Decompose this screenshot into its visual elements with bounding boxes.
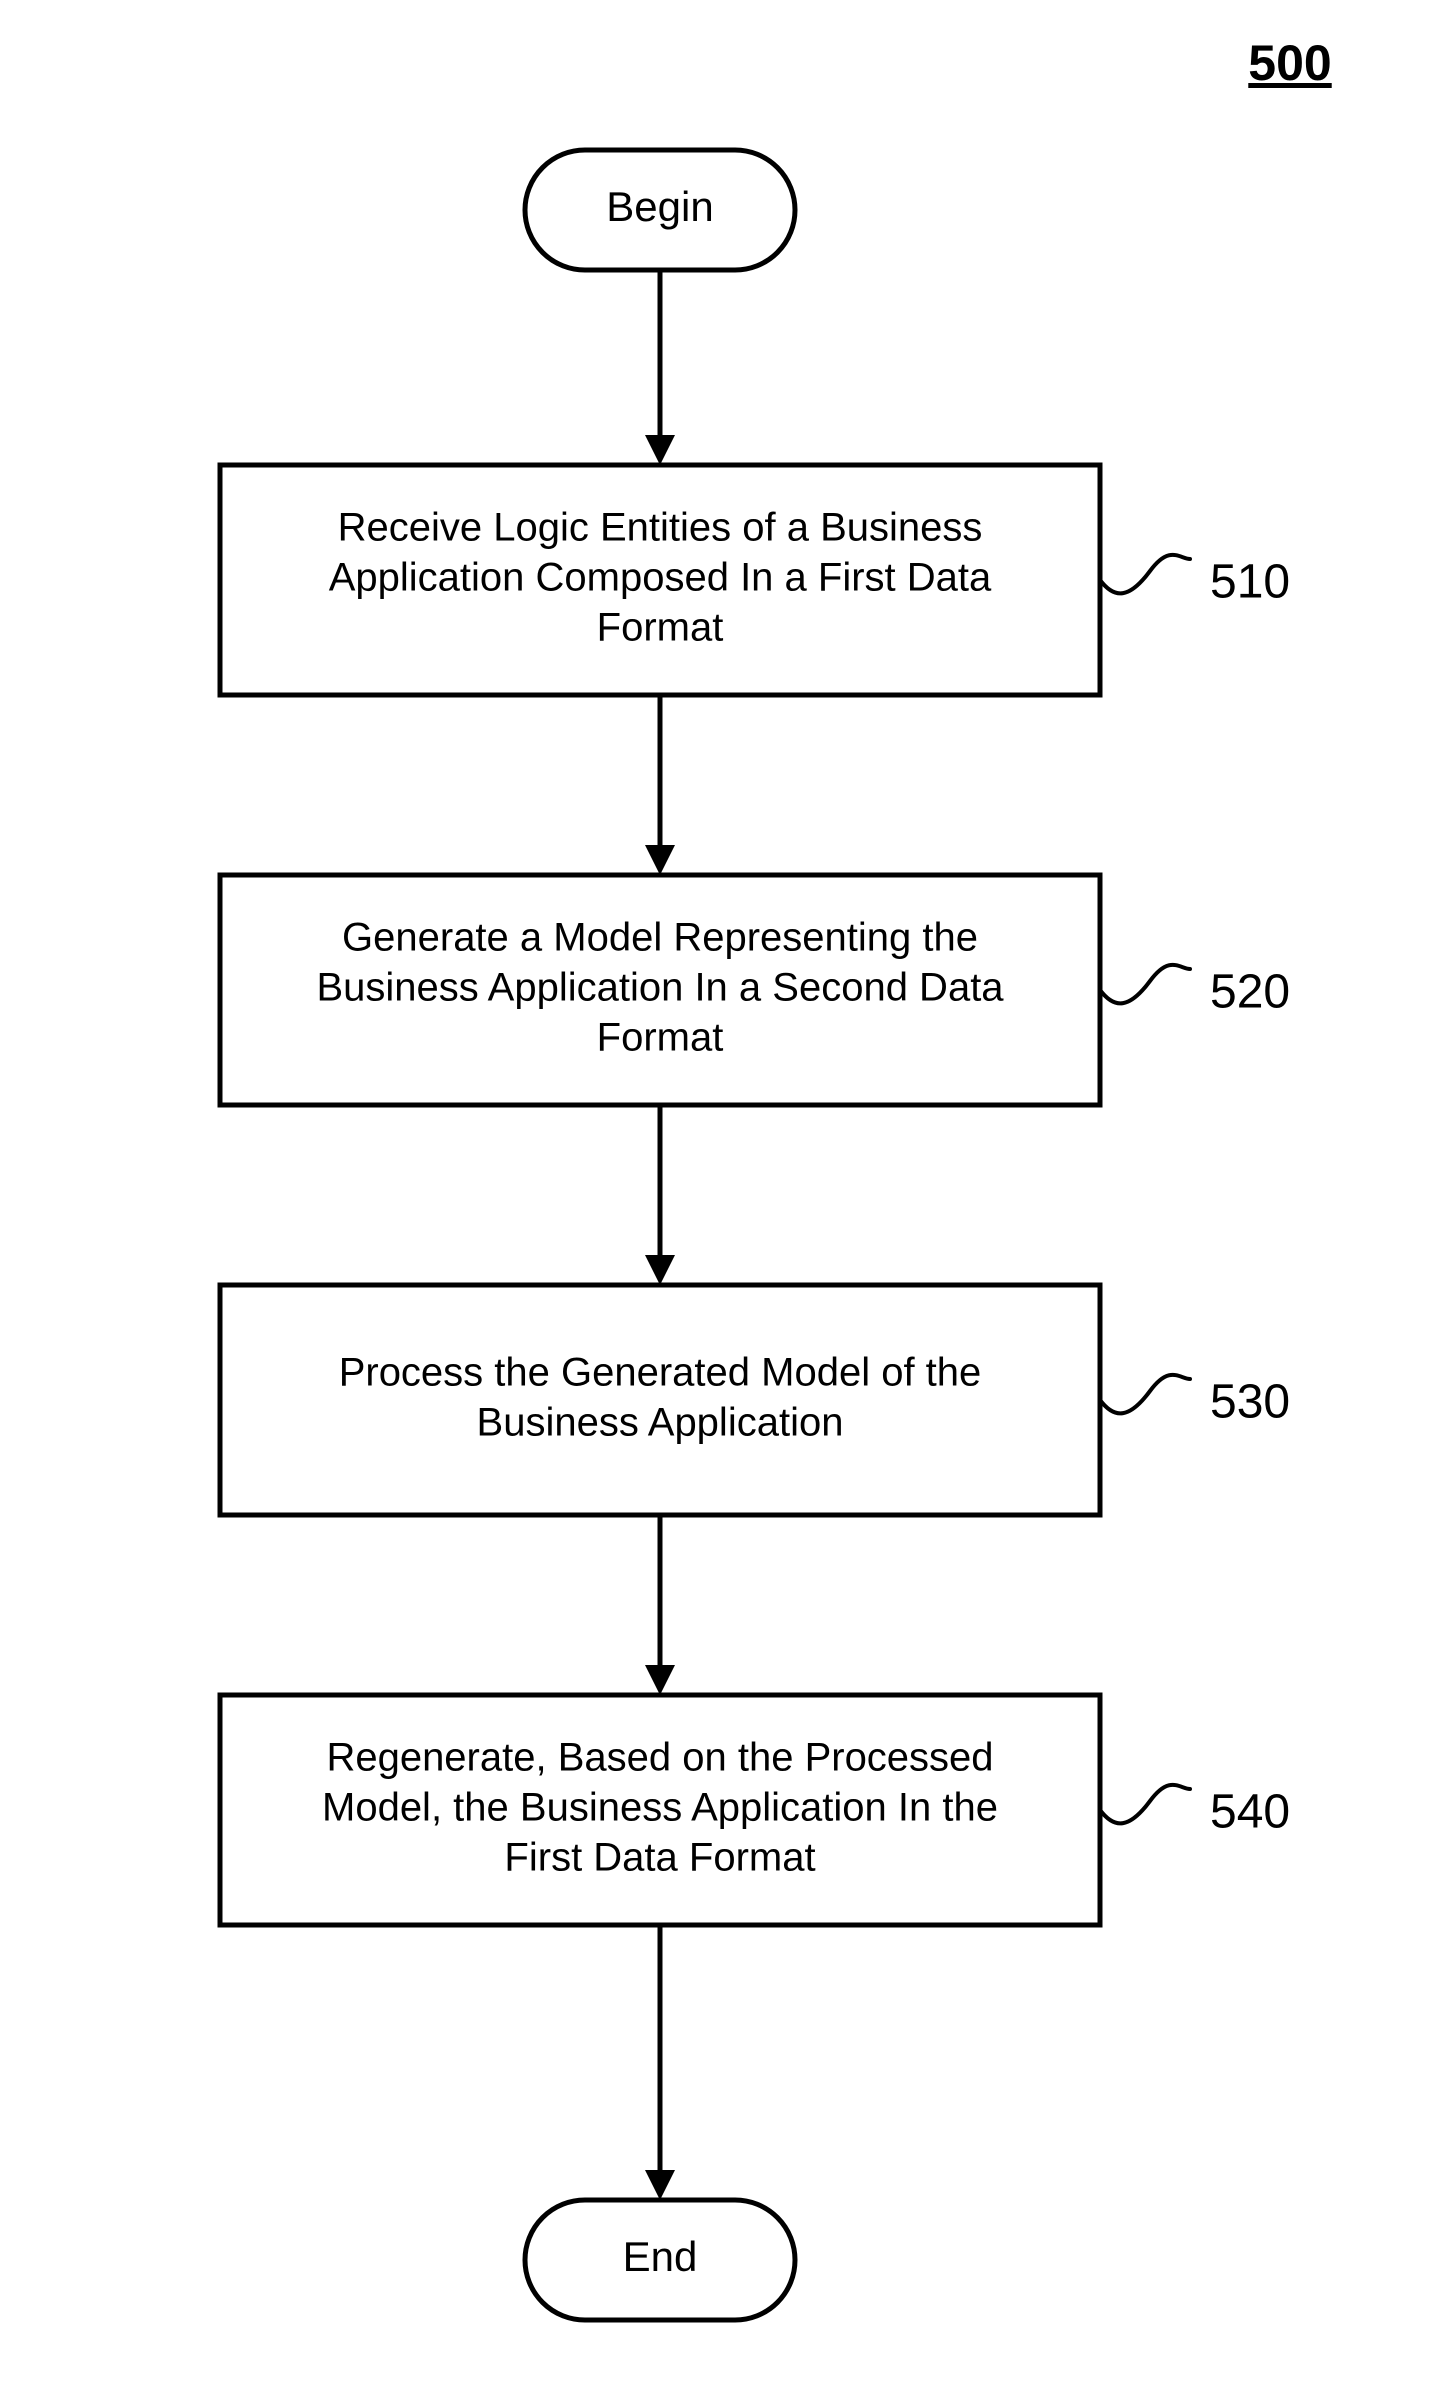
- step-label-520: 520: [1210, 966, 1290, 1019]
- step-text-520-line2: Format: [597, 1016, 724, 1060]
- step-text-540-line2: First Data Format: [504, 1836, 815, 1880]
- terminal-begin-text: Begin: [606, 183, 713, 230]
- step-text-510-line0: Receive Logic Entities of a Business: [338, 506, 983, 550]
- step-text-520-line1: Business Application In a Second Data: [316, 966, 1004, 1010]
- step-text-530-line1: Business Application: [477, 1401, 844, 1445]
- step-text-540-line1: Model, the Business Application In the: [322, 1786, 998, 1830]
- step-text-510-line1: Application Composed In a First Data: [329, 556, 992, 600]
- step-text-530-line0: Process the Generated Model of the: [339, 1351, 982, 1395]
- step-text-510-line2: Format: [597, 606, 724, 650]
- step-label-510: 510: [1210, 556, 1290, 609]
- figure-label: 500: [1248, 35, 1331, 91]
- terminal-end-text: End: [623, 2233, 698, 2280]
- step-text-520-line0: Generate a Model Representing the: [342, 916, 978, 960]
- step-label-530: 530: [1210, 1376, 1290, 1429]
- step-text-540-line0: Regenerate, Based on the Processed: [326, 1736, 993, 1780]
- step-label-540: 540: [1210, 1786, 1290, 1839]
